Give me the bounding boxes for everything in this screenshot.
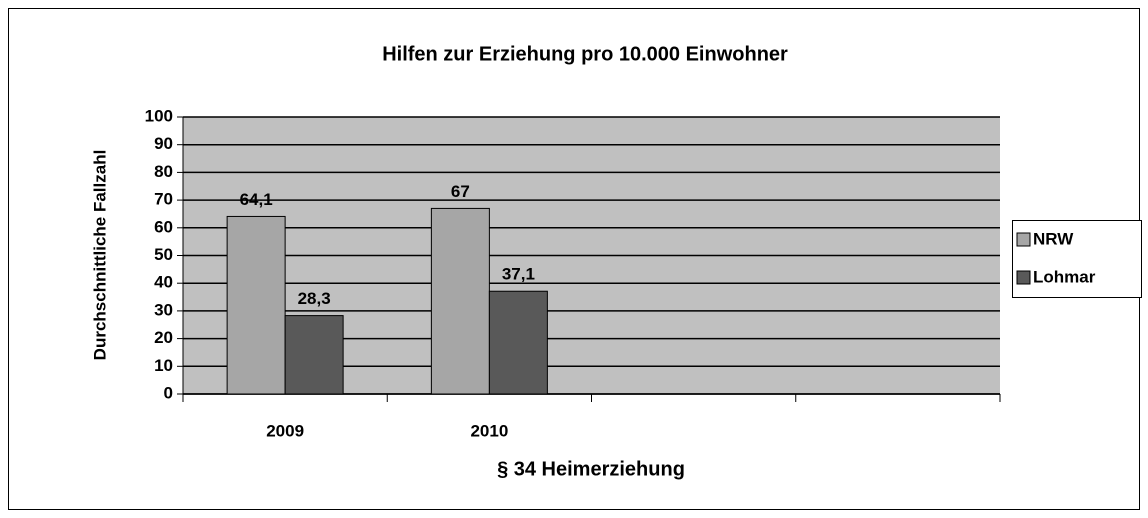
bar [226, 215, 286, 395]
y-tick-label: 90 [154, 134, 173, 153]
y-tick-label: 20 [154, 328, 173, 347]
data-label: 28,3 [298, 289, 331, 308]
x-tick-label: 2010 [470, 421, 508, 440]
bar [430, 207, 490, 395]
y-tick-label: 10 [154, 356, 173, 375]
y-tick-label: 80 [154, 162, 173, 181]
legend-swatch [1016, 270, 1031, 285]
data-label: 64,1 [240, 190, 273, 209]
x-axis-title: § 34 Heimerziehung [497, 458, 685, 480]
y-tick-label: 30 [154, 300, 173, 319]
y-tick-label: 40 [154, 273, 173, 292]
data-label: 67 [451, 182, 470, 201]
bar [284, 315, 344, 395]
data-label: 37,1 [502, 265, 535, 284]
y-tick-label: 60 [154, 217, 173, 236]
legend-label: NRW [1033, 229, 1074, 248]
x-tick-label: 2009 [266, 421, 304, 440]
legend-box [1012, 220, 1142, 298]
chart-title: Hilfen zur Erziehung pro 10.000 Einwohne… [382, 43, 788, 65]
y-tick-label: 100 [145, 106, 173, 125]
legend-swatch [1016, 232, 1031, 247]
y-tick-label: 70 [154, 190, 173, 209]
y-tick-label: 0 [164, 383, 173, 402]
y-tick-label: 50 [154, 245, 173, 264]
y-axis-title: Durchschnittliche Fallzahl [90, 150, 109, 361]
legend-label: Lohmar [1033, 267, 1096, 286]
bar [488, 290, 548, 395]
